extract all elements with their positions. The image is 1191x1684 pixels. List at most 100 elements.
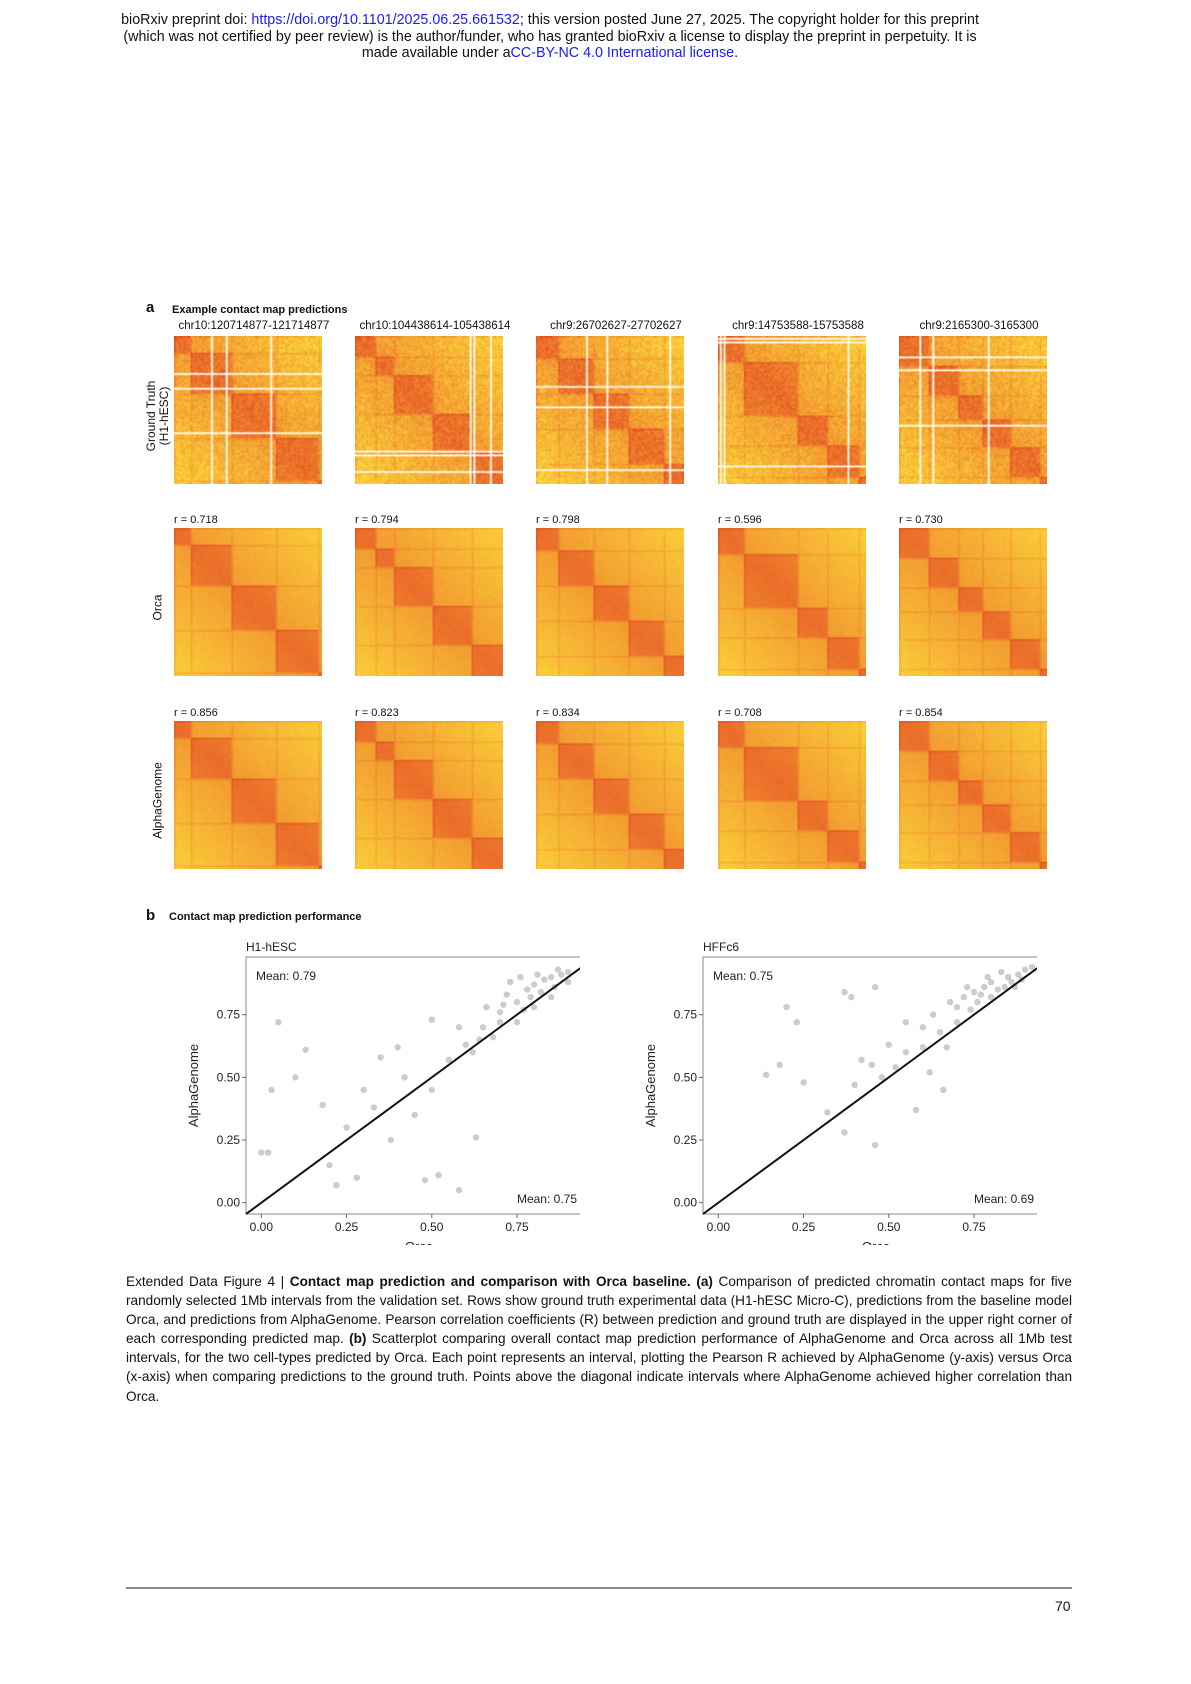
caption-text-b: Scatterplot comparing overall contact ma… [126, 1331, 1072, 1404]
data-point [264, 1149, 272, 1156]
data-point [1001, 983, 1008, 991]
preprint-header: bioRxiv preprint doi: https://doi.org/10… [80, 12, 1020, 62]
y-axis-label: AlphaGenome [186, 1044, 201, 1127]
data-point [936, 1029, 944, 1036]
correlation-label: r = 0.823 [355, 707, 399, 719]
data-point [558, 971, 565, 978]
data-point [902, 1018, 910, 1026]
plot-frame [702, 956, 1037, 1215]
data-point [455, 1024, 463, 1031]
row-label-line: (H1-hESC) [157, 386, 171, 446]
contact-map [718, 336, 866, 484]
row-label: Orca [150, 528, 165, 688]
data-point [953, 1003, 961, 1011]
data-point [1008, 978, 1015, 986]
data-point [517, 973, 524, 981]
data-point [360, 1086, 367, 1094]
contact-map [536, 721, 684, 869]
data-point [275, 1018, 282, 1026]
caption-text-a: Comparison of predicted chromatin contac… [126, 1274, 1072, 1347]
mean-annotation-orca: Mean: 0.69 [974, 1192, 1034, 1206]
data-point [496, 1018, 504, 1026]
data-point [469, 1049, 476, 1056]
header-text: bioRxiv preprint doi: [121, 12, 252, 28]
data-point [858, 1056, 865, 1063]
data-point [919, 1024, 927, 1031]
data-point [943, 1044, 950, 1051]
data-point [841, 988, 848, 996]
data-point [455, 1186, 463, 1194]
data-point [902, 1049, 910, 1056]
data-point [333, 1181, 340, 1189]
data-point [353, 1174, 360, 1181]
license-link[interactable]: CC-BY-NC 4.0 International license [510, 45, 735, 61]
contact-map [899, 721, 1047, 869]
chart-title: H1-hESC [246, 940, 297, 954]
contact-map [536, 336, 684, 484]
contact-map [355, 721, 503, 869]
data-point [489, 1034, 497, 1041]
column-label: chr9:2165300-3165300 [919, 320, 1039, 332]
diagonal-line [245, 967, 580, 1215]
x-tick-label: 0.25 [792, 1220, 816, 1234]
x-tick-label: 0.00 [250, 1220, 274, 1234]
data-point [564, 968, 572, 976]
data-point [547, 993, 555, 1001]
contact-map [174, 528, 322, 676]
x-tick-label: 0.25 [335, 1220, 359, 1234]
data-point [547, 973, 555, 981]
data-point [483, 1003, 490, 1011]
data-point [258, 1149, 265, 1156]
data-point [1028, 963, 1036, 971]
footer-divider [126, 1587, 1072, 1589]
contact-map [536, 528, 684, 676]
data-point [394, 1044, 401, 1051]
y-tick-label: 0.25 [674, 1133, 698, 1147]
data-point [974, 998, 981, 1006]
data-point [268, 1086, 275, 1094]
data-point [1015, 971, 1022, 978]
row-label-line: Orca [150, 594, 165, 621]
data-point [987, 993, 995, 1001]
data-point [926, 1069, 933, 1076]
data-point [841, 1129, 848, 1136]
data-point [885, 1041, 892, 1048]
correlation-label: r = 0.718 [174, 514, 218, 526]
data-point [428, 1086, 435, 1094]
row-label: AlphaGenome [150, 721, 165, 881]
doi-link[interactable]: https://doi.org/10.1101/2025.06.25.66153… [251, 12, 520, 28]
row-label-line: AlphaGenome [150, 762, 165, 839]
mean-annotation-orca: Mean: 0.75 [517, 1192, 577, 1206]
data-point [524, 986, 531, 993]
correlation-label: r = 0.596 [718, 514, 762, 526]
data-point [534, 971, 541, 978]
data-point [977, 991, 985, 998]
contact-map [899, 528, 1047, 676]
x-tick-label: 0.00 [707, 1220, 731, 1234]
data-point [462, 1041, 470, 1048]
header-text: made available under a [361, 45, 511, 61]
contact-map [355, 528, 503, 676]
data-point [513, 1018, 521, 1026]
data-point [496, 1008, 504, 1016]
data-point [963, 983, 971, 991]
y-axis-label: AlphaGenome [643, 1044, 658, 1127]
header-text: . [734, 45, 739, 61]
data-point [871, 1141, 879, 1149]
data-point [370, 1104, 378, 1111]
data-point [776, 1061, 783, 1069]
data-point [503, 991, 510, 998]
data-point [1021, 966, 1029, 973]
mean-annotation-alphagenome: Mean: 0.75 [713, 969, 773, 983]
row-label: Ground Truth (H1-hESC) [144, 336, 171, 496]
column-label: chr10:120714877-121714877 [178, 320, 330, 332]
panel-b-letter: b [146, 907, 156, 924]
data-point [319, 1101, 326, 1109]
y-tick-label: 0.00 [217, 1196, 241, 1210]
data-point [981, 983, 988, 991]
data-point [537, 988, 545, 996]
contact-map [174, 336, 322, 484]
header-text: (which was not certified by peer review)… [123, 28, 977, 45]
data-point [762, 1071, 770, 1079]
